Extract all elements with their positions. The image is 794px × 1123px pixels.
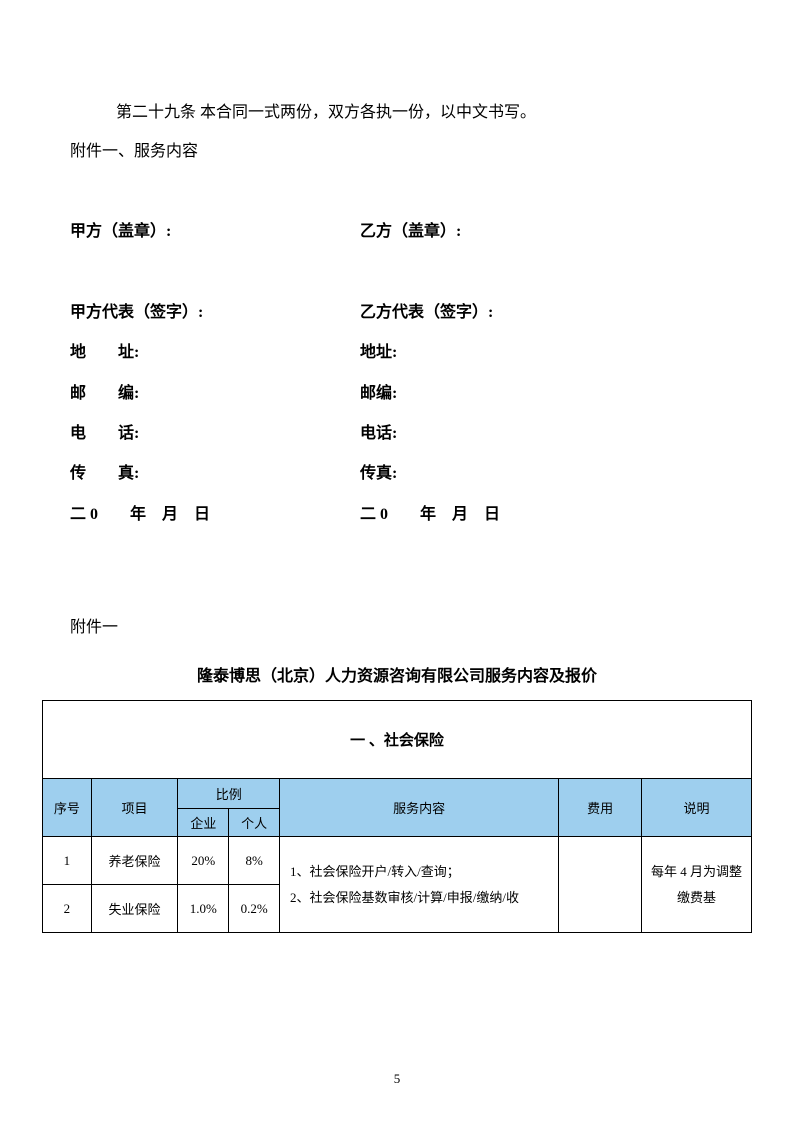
appendix-intro: 附件一、服务内容 (70, 134, 724, 169)
party-b-fax: 传真: (360, 455, 724, 493)
col-ind: 个人 (229, 809, 280, 837)
cell-service: 1、社会保险开户/转入/查询；2、社会保险基数审核/计算/申报/缴纳/收 (280, 837, 559, 933)
cell-seq: 2 (43, 885, 92, 933)
col-content: 服务内容 (280, 779, 559, 837)
party-b-addr: 地址: (360, 334, 724, 372)
party-b-rep: 乙方代表（签字）: (360, 294, 724, 332)
service-table-wrap: 一 、社会保险 序号 项目 比例 服务内容 费用 说明 企业 个人 1 养老保险… (42, 700, 752, 933)
party-a-fax: 传 真: (70, 455, 360, 493)
col-item: 项目 (91, 779, 178, 837)
col-ent: 企业 (178, 809, 229, 837)
party-b-post: 邮编: (360, 375, 724, 413)
page: 第二十九条 本合同一式两份，双方各执一份，以中文书写。 附件一、服务内容 甲方（… (0, 0, 794, 1123)
cell-ent: 1.0% (178, 885, 229, 933)
party-a-seal: 甲方（盖章）: (70, 213, 360, 251)
party-a-date: 二 0 年 月 日 (70, 496, 360, 534)
section-header: 一 、社会保险 (43, 701, 752, 779)
table-row: 1 养老保险 20% 8% 1、社会保险开户/转入/查询；2、社会保险基数审核/… (43, 837, 752, 885)
cell-seq: 1 (43, 837, 92, 885)
table-title: 隆泰博思（北京）人力资源咨询有限公司服务内容及报价 (70, 662, 724, 686)
col-fee: 费用 (559, 779, 642, 837)
appendix-1-label: 附件一 (70, 612, 724, 644)
cell-desc: 每年 4 月为调整 缴费基 (641, 837, 751, 933)
party-b-seal: 乙方（盖章）: (360, 213, 724, 251)
cell-fee (559, 837, 642, 933)
party-a-post: 邮 编: (70, 375, 360, 413)
party-b-tel: 电话: (360, 415, 724, 453)
party-b-date: 二 0 年 月 日 (360, 496, 724, 534)
party-a-rep: 甲方代表（签字）: (70, 294, 360, 332)
cell-ent: 20% (178, 837, 229, 885)
cell-item: 养老保险 (91, 837, 178, 885)
table-header-row: 序号 项目 比例 服务内容 费用 说明 (43, 779, 752, 809)
cell-ind: 8% (229, 837, 280, 885)
col-ratio: 比例 (178, 779, 280, 809)
party-a-addr: 地 址: (70, 334, 360, 372)
cell-item: 失业保险 (91, 885, 178, 933)
signature-block: 甲方（盖章）: 乙方（盖章）: 甲方代表（签字）: 乙方代表（签字）: 地 址:… (70, 213, 724, 534)
page-number: 5 (0, 1071, 794, 1087)
article-29-text: 第二十九条 本合同一式两份，双方各执一份，以中文书写。 (70, 95, 724, 130)
table-section-row: 一 、社会保险 (43, 701, 752, 779)
party-a-tel: 电 话: (70, 415, 360, 453)
col-desc: 说明 (641, 779, 751, 837)
service-table: 一 、社会保险 序号 项目 比例 服务内容 费用 说明 企业 个人 1 养老保险… (42, 700, 752, 933)
col-seq: 序号 (43, 779, 92, 837)
cell-ind: 0.2% (229, 885, 280, 933)
